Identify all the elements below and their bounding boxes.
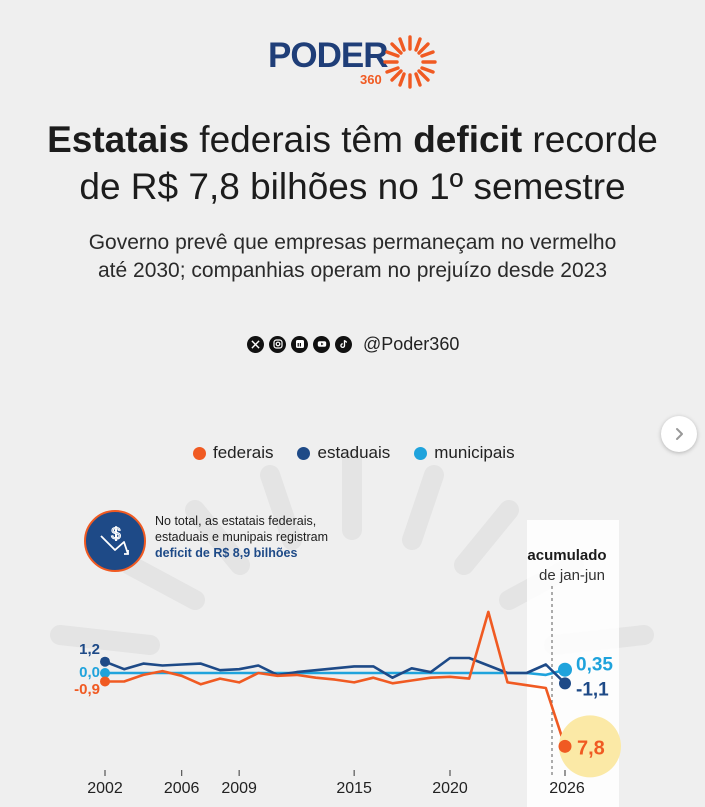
instagram-icon[interactable] bbox=[269, 335, 286, 353]
series-line-federais bbox=[105, 610, 567, 747]
headline-text-2: federais têm bbox=[189, 119, 414, 160]
end-label-federais: 7,8 bbox=[577, 737, 605, 759]
tiktok-icon[interactable] bbox=[335, 335, 352, 353]
subtitle: Governo prevê que empresas permaneçam no… bbox=[0, 229, 705, 285]
legend-swatch-federais bbox=[193, 446, 206, 460]
series-line-municipais bbox=[105, 668, 566, 677]
x-tick-label: 2009 bbox=[221, 780, 257, 797]
note-line-1: No total, as estatais federais, bbox=[155, 514, 317, 528]
chevron-right-icon bbox=[676, 428, 683, 440]
note-highlight: deficit de R$ 8,9 bilhões bbox=[155, 546, 298, 560]
legend-item-federais: federais bbox=[193, 443, 273, 463]
x-tick-label: 2002 bbox=[87, 780, 123, 797]
x-tick-label: 2020 bbox=[432, 780, 468, 797]
series-line-estaduais bbox=[104, 656, 566, 685]
youtube-icon[interactable] bbox=[313, 335, 330, 353]
start-point-municipais bbox=[100, 668, 110, 678]
start-label-federais: -0,9 bbox=[74, 681, 100, 698]
legend-label-federais: federais bbox=[213, 443, 274, 462]
x-tick-label: 2015 bbox=[336, 780, 372, 797]
legend-label-estaduais: estaduais bbox=[317, 443, 391, 462]
subtitle-line-1: Governo prevê que empresas permaneçam no… bbox=[88, 231, 617, 254]
end-label-estaduais: -1,1 bbox=[576, 679, 609, 700]
headline: Estatais federais têm deficit recorde de… bbox=[0, 116, 705, 210]
accumulated-sublabel: de jan-jun bbox=[539, 567, 605, 584]
x-icon[interactable] bbox=[247, 335, 264, 353]
legend-swatch-estaduais bbox=[297, 446, 311, 460]
subtitle-line-2: até 2030; companhias operam no prejuízo … bbox=[97, 259, 608, 282]
linkedin-icon[interactable] bbox=[291, 335, 308, 353]
start-point-federais bbox=[100, 676, 110, 687]
note-line-2: estaduais e munipais registram bbox=[155, 530, 328, 544]
deficit-icon: $ bbox=[84, 510, 146, 572]
accumulated-label: acumulado bbox=[527, 547, 606, 564]
headline-text-4: recorde bbox=[522, 119, 658, 160]
chart-note: No total, as estatais federais, estaduai… bbox=[155, 513, 375, 561]
headline-line-2: de R$ 7,8 bilhões no 1º semestre bbox=[79, 166, 626, 207]
logo-wordmark: PODER bbox=[268, 36, 388, 75]
legend-item-municipais: municipais bbox=[414, 443, 515, 463]
accumulated-point-estaduais bbox=[559, 677, 571, 690]
sun-icon bbox=[383, 35, 437, 89]
x-tick-label: 2006 bbox=[164, 780, 200, 797]
x-tick-label: 2026 bbox=[549, 780, 585, 797]
legend-item-estaduais: estaduais bbox=[297, 443, 390, 463]
federais-total-highlight bbox=[559, 715, 621, 778]
carousel-next-button[interactable] bbox=[661, 416, 697, 452]
start-point-estaduais bbox=[100, 656, 110, 667]
headline-bold-1: Estatais bbox=[47, 119, 190, 160]
legend-swatch-municipais bbox=[414, 446, 428, 460]
accumulated-point-municipais bbox=[558, 662, 572, 677]
social-handle[interactable]: @Poder360 bbox=[363, 333, 460, 354]
accumulated-point-federais bbox=[558, 739, 572, 753]
legend-label-municipais: municipais bbox=[434, 443, 515, 462]
headline-bold-3: deficit bbox=[413, 119, 523, 160]
logo-number: 360 bbox=[360, 72, 382, 87]
poder360-logo: PODER 360 bbox=[268, 32, 448, 92]
chart: 1,2 0,0-0,9 0,35 -1,1 7,8 acumulado de jan-jun… bbox=[50, 450, 654, 807]
start-label-municipais: 0,0 bbox=[79, 664, 100, 681]
chart-legend: federais estaduais municipais bbox=[193, 443, 515, 463]
svg-text:$: $ bbox=[111, 524, 121, 543]
start-label-estaduais: 1,2 bbox=[79, 641, 100, 658]
end-label-municipais: 0,35 bbox=[576, 655, 613, 676]
social-bar: @Poder360 bbox=[247, 333, 459, 355]
